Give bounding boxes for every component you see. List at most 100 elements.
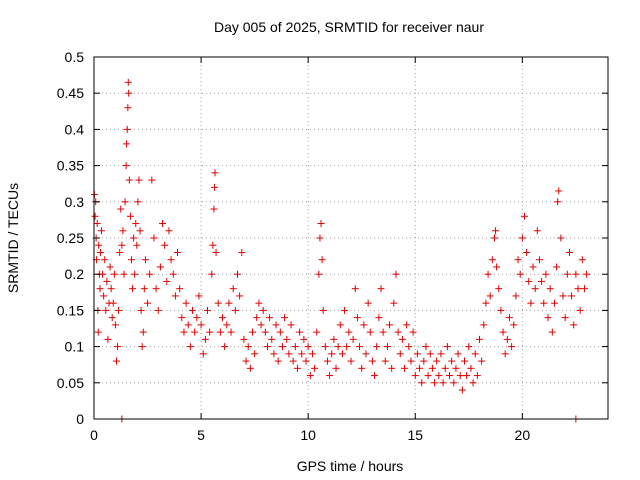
data-point — [130, 234, 138, 242]
data-point — [490, 234, 498, 242]
data-point — [516, 270, 524, 278]
data-point — [174, 248, 182, 256]
data-point — [456, 372, 464, 380]
data-point — [240, 335, 248, 343]
data-point — [208, 270, 216, 278]
data-point — [225, 299, 233, 307]
data-point — [561, 314, 569, 322]
y-tick-label: 0.2 — [65, 266, 85, 282]
data-point — [553, 263, 561, 271]
data-point — [554, 198, 562, 206]
data-point — [259, 306, 267, 314]
data-point — [529, 263, 537, 271]
data-point — [336, 321, 344, 329]
data-point — [448, 357, 456, 365]
data-point — [116, 248, 124, 256]
data-point — [150, 234, 158, 242]
data-point — [326, 372, 334, 380]
data-point — [493, 263, 501, 271]
data-point — [131, 270, 139, 278]
data-point — [296, 328, 304, 336]
data-point — [386, 321, 394, 329]
data-point — [132, 220, 140, 228]
data-point — [398, 335, 406, 343]
data-point — [375, 314, 383, 322]
data-point — [476, 335, 483, 343]
data-point — [159, 220, 167, 228]
y-tick-label: 0 — [76, 411, 84, 427]
data-point — [523, 248, 531, 256]
data-point — [210, 205, 218, 213]
x-tick-label: 15 — [407, 427, 423, 443]
data-point — [422, 343, 430, 351]
data-point — [559, 292, 567, 300]
data-point — [96, 285, 104, 293]
data-point — [351, 285, 359, 293]
data-point — [223, 321, 231, 329]
data-point — [135, 176, 143, 184]
data-point — [255, 299, 263, 307]
data-point — [253, 314, 261, 322]
data-point — [578, 256, 586, 264]
data-point — [458, 386, 466, 394]
data-point — [293, 364, 301, 372]
data-point — [478, 357, 486, 365]
data-point — [206, 328, 214, 336]
data-point — [127, 256, 135, 264]
data-point — [125, 89, 133, 97]
data-point — [544, 314, 552, 322]
data-point — [452, 364, 460, 372]
data-point — [214, 299, 222, 307]
data-point — [152, 285, 160, 293]
data-point — [95, 241, 103, 249]
data-point — [93, 220, 101, 228]
data-point — [161, 241, 169, 249]
data-point — [171, 292, 179, 300]
data-point — [533, 227, 541, 235]
data-point — [405, 343, 413, 351]
y-tick-label: 0.3 — [65, 194, 85, 210]
data-point — [193, 314, 201, 322]
data-point — [525, 277, 533, 285]
data-point — [285, 350, 293, 358]
data-point — [328, 350, 336, 358]
data-point — [211, 183, 219, 191]
data-point — [148, 176, 156, 184]
data-point — [488, 256, 496, 264]
data-point — [199, 350, 207, 358]
data-point — [396, 350, 404, 358]
data-point — [358, 364, 366, 372]
data-point — [572, 270, 580, 278]
data-point — [471, 350, 479, 358]
data-point — [557, 234, 565, 242]
data-point — [347, 357, 355, 365]
data-point — [482, 299, 490, 307]
data-point — [520, 212, 528, 220]
data-point — [197, 321, 205, 329]
data-point — [366, 328, 374, 336]
data-point — [272, 321, 280, 329]
data-point — [411, 372, 419, 380]
data-point — [343, 343, 351, 351]
data-point — [576, 306, 584, 314]
data-point — [368, 357, 376, 365]
data-point — [154, 306, 162, 314]
data-point — [332, 364, 340, 372]
data-point — [302, 357, 310, 365]
data-point — [204, 306, 212, 314]
data-point — [426, 350, 434, 358]
data-point — [123, 140, 131, 148]
data-point — [300, 335, 308, 343]
data-point — [450, 379, 458, 387]
data-point — [514, 256, 522, 264]
data-point — [535, 256, 543, 264]
data-point — [178, 314, 186, 322]
data-point — [122, 162, 130, 170]
data-point — [124, 104, 132, 112]
data-point — [106, 263, 114, 271]
data-point — [383, 343, 391, 351]
data-point — [583, 270, 591, 278]
data-point — [261, 328, 269, 336]
data-point — [137, 306, 145, 314]
